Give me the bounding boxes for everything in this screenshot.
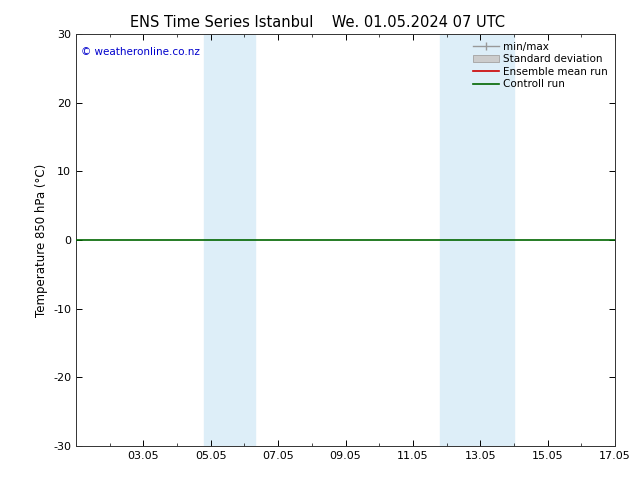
Y-axis label: Temperature 850 hPa (°C): Temperature 850 hPa (°C) — [34, 164, 48, 317]
Legend: min/max, Standard deviation, Ensemble mean run, Controll run: min/max, Standard deviation, Ensemble me… — [470, 40, 610, 92]
Bar — [204, 34, 255, 446]
Text: ENS Time Series Istanbul    We. 01.05.2024 07 UTC: ENS Time Series Istanbul We. 01.05.2024 … — [129, 15, 505, 30]
Bar — [440, 34, 514, 446]
Text: © weatheronline.co.nz: © weatheronline.co.nz — [81, 47, 200, 57]
